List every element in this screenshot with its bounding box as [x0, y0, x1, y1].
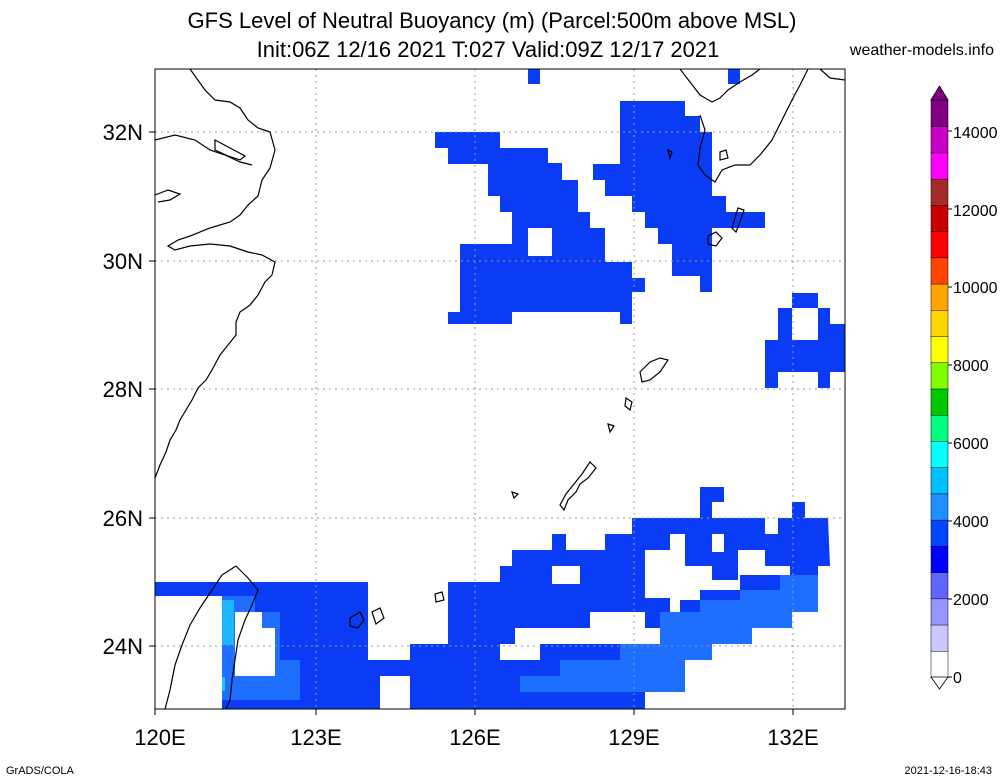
island-yakushima [707, 231, 723, 247]
colorbar-swatch [930, 257, 949, 285]
colorbar-swatch [930, 388, 949, 416]
island-small [667, 148, 673, 161]
coastline-yangtze [214, 139, 247, 161]
lat-label: 30N [103, 249, 143, 274]
island-amami [639, 357, 669, 383]
lon-label: 129E [608, 725, 659, 750]
colorbar-swatch [930, 283, 949, 311]
field-hole [528, 228, 552, 256]
island-small [624, 396, 633, 412]
field-cell [528, 69, 540, 84]
colorbar-swatch [930, 99, 949, 127]
field-hole [155, 596, 222, 709]
field-hole [552, 566, 580, 584]
colorbar-label: 10000 [953, 280, 998, 297]
island-small [607, 423, 615, 434]
colorbar-swatch [930, 624, 949, 652]
coastline-china [155, 69, 276, 479]
credit-label: GrADS/COLA [6, 765, 74, 777]
colorbar-swatch [930, 493, 949, 521]
colorbar [930, 85, 952, 690]
island-okinawa [559, 461, 597, 512]
colorbar-swatch [930, 650, 949, 678]
colorbar-swatch [930, 204, 949, 232]
colorbar-swatch [930, 125, 949, 154]
coastline-kyushu [819, 69, 845, 81]
field-hole [645, 534, 790, 612]
field-hole [500, 612, 660, 660]
lat-label: 24N [103, 634, 143, 659]
axis-ticks [149, 131, 794, 715]
lat-label: 32N [103, 120, 143, 145]
colorbar-label: 8000 [953, 358, 989, 375]
lat-label: 28N [103, 377, 143, 402]
island-ishigaki [349, 611, 365, 629]
colorbar-label: 4000 [953, 514, 989, 531]
colorbar-label: 2000 [953, 592, 989, 609]
coastline-kyushu [679, 69, 809, 183]
colorbar-swatch [930, 571, 949, 600]
colorbar-swatch [930, 466, 949, 495]
field-hole [712, 534, 724, 552]
island-small [719, 149, 729, 161]
colorbar-label: 6000 [953, 436, 989, 453]
lon-label: 126E [449, 725, 500, 750]
lon-label: 132E [767, 725, 818, 750]
island-small [511, 491, 520, 500]
field-hole [368, 582, 448, 660]
field-hole [235, 612, 275, 676]
lat-label: 26N [103, 506, 143, 531]
brand-label: weather-models.info [849, 42, 994, 59]
field-cell [728, 69, 740, 84]
coastline-shanghai [155, 189, 182, 203]
island-iriomote [371, 607, 385, 625]
colorbar-label: 14000 [953, 125, 998, 142]
field-region-light [520, 566, 818, 692]
timestamp-label: 2021-12-16-18:43 [904, 765, 992, 777]
coastlines [155, 69, 845, 709]
lon-label: 123E [290, 725, 341, 750]
field-region-east [765, 293, 845, 388]
colorbar-swatch [930, 309, 949, 337]
colorbar-label: 0 [953, 670, 962, 687]
colorbar-swatch [930, 335, 949, 364]
colorbar-end-triangle [930, 85, 949, 101]
coastline-taiwan [164, 565, 259, 709]
colorbar-swatch [930, 519, 949, 547]
coastline-yangtze [155, 134, 253, 166]
island-miyako [434, 591, 445, 603]
field-cell [222, 600, 234, 645]
colorbar-swatch [930, 178, 949, 206]
colorbar-swatch [930, 362, 949, 390]
colorbar-swatch [930, 598, 949, 626]
colorbar-swatch [930, 545, 949, 573]
field-hole [380, 676, 410, 709]
colorbar-swatch [930, 440, 949, 468]
map-title: GFS Level of Neutral Buoyancy (m) (Parce… [187, 8, 797, 33]
colorbar-swatch [930, 152, 949, 180]
island-tanegashima [731, 207, 745, 234]
colorbar-end-triangle [930, 676, 949, 690]
colorbar-swatch [930, 414, 949, 442]
field-hole [828, 518, 845, 566]
map-subtitle: Init:06Z 12/16 2021 T:027 Valid:09Z 12/1… [256, 37, 720, 62]
field-region-northeast [593, 101, 765, 292]
colorbar-label: 12000 [953, 203, 998, 220]
lon-label: 120E [134, 725, 185, 750]
colorbar-swatch [930, 230, 949, 259]
field-hole [792, 308, 818, 340]
